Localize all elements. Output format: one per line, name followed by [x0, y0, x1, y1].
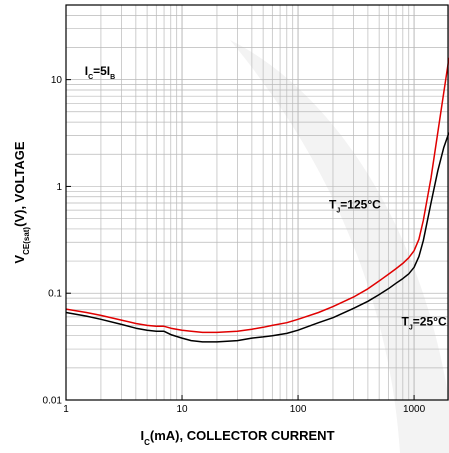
x-tick-label: 1000 [403, 404, 426, 415]
axis-ticks: 1 10 100 1000 0.01 0.1 1 10 [43, 75, 426, 415]
series-layer [65, 57, 449, 343]
y-tick-label: 1 [56, 182, 62, 193]
series-line-tj-25 [65, 132, 449, 343]
x-tick-label: 10 [176, 404, 188, 415]
annotation-condition: IC=5IB [85, 64, 115, 81]
y-tick-label: 0.01 [43, 396, 63, 407]
x-axis-title: IC(mA), COLLECTOR CURRENT [140, 428, 334, 447]
watermark-swoosh [230, 40, 449, 453]
x-tick-label: 1 [63, 404, 69, 415]
labels: IC(mA), COLLECTOR CURRENT VCE(sat)(V), VO… [12, 64, 447, 446]
y-tick-label: 10 [51, 75, 63, 86]
x-tick-label: 100 [290, 404, 307, 415]
y-axis-title: VCE(sat)(V), VOLTAGE [12, 141, 31, 263]
annotation-label-125: TJ=125°C [329, 198, 381, 215]
y-tick-label: 0.1 [48, 289, 62, 300]
plot-frame [65, 4, 449, 401]
watermark-shape [230, 40, 449, 453]
annotation-label-25: TJ=25°C [402, 314, 447, 331]
series-line-tj-125 [65, 57, 449, 334]
